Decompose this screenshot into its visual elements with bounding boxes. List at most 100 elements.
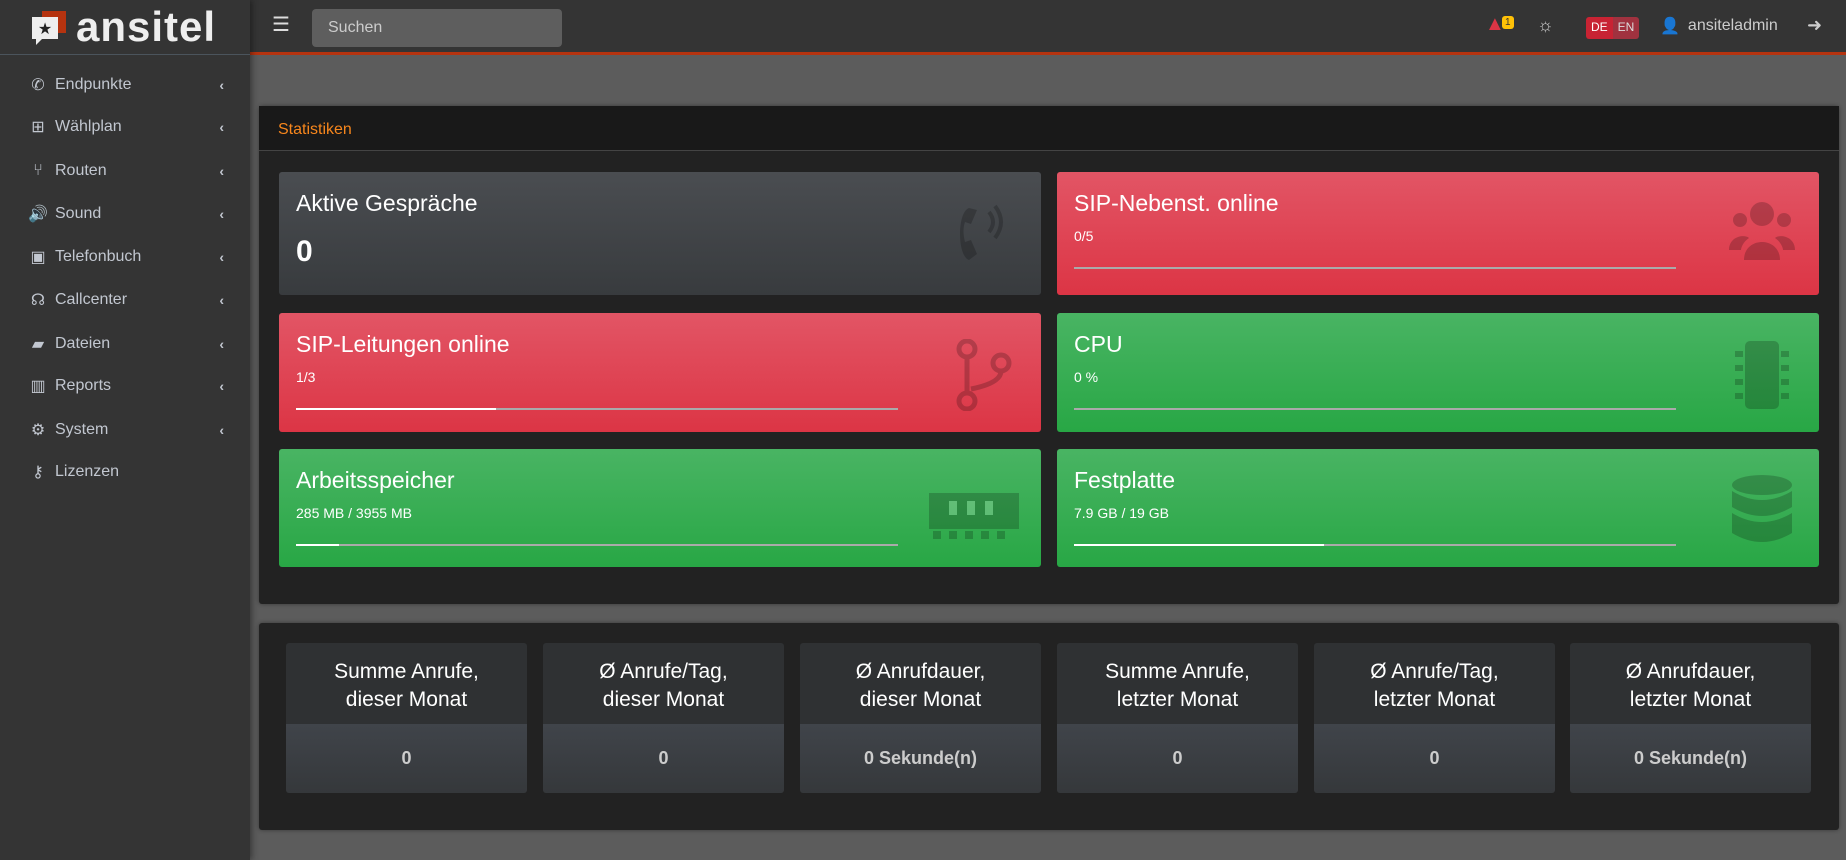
code-branch-icon: ⑂ <box>33 162 43 179</box>
sidebar: ★ ansitel ✆ Endpunkte ‹ ⊞ Wählplan ‹ ⑂ Routen ‹ 🔊… <box>0 0 250 860</box>
call-stat-label: Ø Anrufdauer, dieser Monat <box>800 643 1041 724</box>
top-navbar: ☰ ▲ 1 ☼ DE EN 👤 ansiteladmin ➜ <box>250 0 1846 55</box>
logout-icon[interactable]: ➜ <box>1807 15 1823 35</box>
stat-card-disk: Festplatte 7.9 GB / 19 GB <box>1057 449 1819 567</box>
sidebar-item-sound[interactable]: 🔊 Sound ‹ <box>0 194 250 234</box>
stat-card-active-calls: Aktive Gespräche 0 <box>279 172 1041 295</box>
chevron-left-icon: ‹ <box>219 249 224 265</box>
call-stat-box: Ø Anrufe/Tag, dieser Monat 0 <box>543 643 784 793</box>
call-stat-box: Summe Anrufe, dieser Monat 0 <box>286 643 527 793</box>
microchip-icon <box>1735 341 1789 409</box>
stat-title: CPU <box>1074 331 1123 357</box>
sidebar-item-endpunkte[interactable]: ✆ Endpunkte ‹ <box>0 65 250 105</box>
call-stat-label: Ø Anrufe/Tag, dieser Monat <box>543 643 784 724</box>
volume-icon: 🔊 <box>28 206 48 223</box>
chevron-left-icon: ‹ <box>219 119 224 135</box>
sidebar-item-callcenter[interactable]: ☊ Callcenter ‹ <box>0 280 250 320</box>
stat-value: 1/3 <box>296 369 316 385</box>
language-switch[interactable]: DE EN <box>1586 17 1640 39</box>
logo-chat-icon: ★ <box>32 11 66 45</box>
sidebar-item-label: Reports <box>55 377 112 394</box>
code-branch-icon <box>956 339 1012 411</box>
stat-value: 0/5 <box>1074 228 1094 244</box>
call-stat-value: 0 Sekunde(n) <box>800 724 1041 793</box>
stat-title: Arbeitsspeicher <box>296 467 455 493</box>
stat-value: 0 % <box>1074 369 1099 385</box>
sidebar-item-system[interactable]: ⚙ System ‹ <box>0 410 250 450</box>
brand-name: ansitel <box>76 3 217 50</box>
call-stat-box: Ø Anrufdauer, dieser Monat 0 Sekunde(n) <box>800 643 1041 793</box>
stat-title: SIP-Leitungen online <box>296 331 510 357</box>
stat-card-ram: Arbeitsspeicher 285 MB / 3955 MB <box>279 449 1041 567</box>
sidebar-item-telefonbuch[interactable]: ▣ Telefonbuch ‹ <box>0 237 250 277</box>
sitemap-icon: ⊞ <box>31 119 45 136</box>
chevron-left-icon: ‹ <box>219 336 224 352</box>
call-stat-box: Ø Anrufe/Tag, letzter Monat 0 <box>1314 643 1555 793</box>
chevron-left-icon: ‹ <box>219 378 224 394</box>
logo[interactable]: ★ ansitel <box>0 0 250 55</box>
headset-icon: ☊ <box>30 292 46 309</box>
sidebar-item-label: Telefonbuch <box>55 248 142 265</box>
sidebar-item-lizenzen[interactable]: ⚷ Lizenzen <box>0 452 250 492</box>
user-menu[interactable]: 👤 ansiteladmin <box>1660 16 1778 36</box>
sidebar-item-dateien[interactable]: ▰ Dateien ‹ <box>0 324 250 364</box>
sidebar-item-whlplan[interactable]: ⊞ Wählplan ‹ <box>0 107 250 147</box>
chevron-left-icon: ‹ <box>219 77 224 93</box>
progress-bar <box>1074 267 1676 269</box>
call-stat-label: Ø Anrufe/Tag, letzter Monat <box>1314 643 1555 724</box>
alert-triangle-icon[interactable]: ▲ <box>1485 13 1505 35</box>
username: ansiteladmin <box>1687 17 1778 34</box>
stat-value: 7.9 GB / 19 GB <box>1074 505 1169 521</box>
stat-title: Aktive Gespräche <box>296 190 478 216</box>
search-input[interactable] <box>312 9 562 47</box>
stat-title: SIP-Nebenst. online <box>1074 190 1279 216</box>
users-icon <box>1729 202 1795 260</box>
memory-icon <box>929 493 1019 539</box>
call-stat-value: 0 <box>286 724 527 793</box>
stat-card-cpu: CPU 0 % <box>1057 313 1819 432</box>
progress-bar <box>1074 544 1676 546</box>
progress-fill <box>296 544 340 546</box>
lang-de-button[interactable]: DE <box>1586 17 1613 39</box>
phone-icon: ✆ <box>31 77 45 94</box>
phone-volume-icon <box>960 204 1003 260</box>
alert-count-badge: 1 <box>1502 16 1514 29</box>
database-icon <box>1732 475 1792 542</box>
progress-fill <box>296 408 497 410</box>
progress-bar <box>296 408 898 410</box>
chart-bar-icon: ▥ <box>30 378 46 395</box>
stat-value: 285 MB / 3955 MB <box>296 505 412 521</box>
call-stat-value: 0 <box>1314 724 1555 793</box>
call-stat-value: 0 Sekunde(n) <box>1570 724 1811 793</box>
sidebar-item-routen[interactable]: ⑂ Routen ‹ <box>0 151 250 191</box>
key-icon: ⚷ <box>32 464 44 481</box>
theme-toggle-icon[interactable]: ☼ <box>1537 15 1554 35</box>
progress-bar <box>296 544 898 546</box>
chevron-left-icon: ‹ <box>219 206 224 222</box>
sidebar-item-reports[interactable]: ▥ Reports ‹ <box>0 366 250 406</box>
folder-open-icon: ▰ <box>31 336 45 353</box>
call-stat-label: Ø Anrufdauer, letzter Monat <box>1570 643 1811 724</box>
call-stat-value: 0 <box>1057 724 1298 793</box>
svg-text:★: ★ <box>38 21 52 38</box>
sidebar-item-label: Wählplan <box>55 118 122 135</box>
call-stat-label: Summe Anrufe, letzter Monat <box>1057 643 1298 724</box>
call-stat-label: Summe Anrufe, dieser Monat <box>286 643 527 724</box>
stat-card-sip-ext: SIP-Nebenst. online 0/5 <box>1057 172 1819 295</box>
stat-value: 0 <box>296 235 313 268</box>
stat-title: Festplatte <box>1074 467 1175 493</box>
call-statistics-panel: Summe Anrufe, dieser Monat 0 Ø Anrufe/Tag, d… <box>259 623 1839 830</box>
chevron-left-icon: ‹ <box>219 163 224 179</box>
call-stat-box: Summe Anrufe, letzter Monat 0 <box>1057 643 1298 793</box>
sidebar-item-label: Callcenter <box>55 291 128 308</box>
panel-title: Statistiken <box>259 106 1839 151</box>
call-stat-value: 0 <box>543 724 784 793</box>
sidebar-item-label: Sound <box>55 205 102 222</box>
chevron-left-icon: ‹ <box>219 422 224 438</box>
stat-card-sip-trunks: SIP-Leitungen online 1/3 <box>279 313 1041 432</box>
address-book-icon: ▣ <box>30 249 46 266</box>
lang-en-button[interactable]: EN <box>1612 17 1640 39</box>
cogs-icon: ⚙ <box>30 422 46 439</box>
menu-toggle-icon[interactable]: ☰ <box>272 14 290 36</box>
sidebar-item-label: Routen <box>55 162 107 179</box>
